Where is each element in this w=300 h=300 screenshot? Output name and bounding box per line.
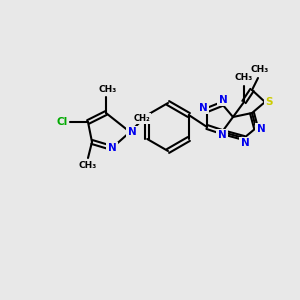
Text: N: N [128, 127, 136, 137]
Text: N: N [218, 130, 226, 140]
Text: CH₃: CH₃ [79, 161, 97, 170]
Text: CH₂: CH₂ [133, 114, 150, 123]
Text: Cl: Cl [56, 117, 68, 127]
Text: N: N [108, 143, 116, 153]
Text: N: N [219, 95, 227, 105]
Text: N: N [199, 103, 207, 113]
Text: S: S [265, 97, 273, 107]
Text: CH₃: CH₃ [251, 65, 269, 74]
Text: CH₃: CH₃ [235, 74, 253, 82]
Text: N: N [241, 138, 249, 148]
Text: CH₃: CH₃ [99, 85, 117, 94]
Text: N: N [256, 124, 266, 134]
